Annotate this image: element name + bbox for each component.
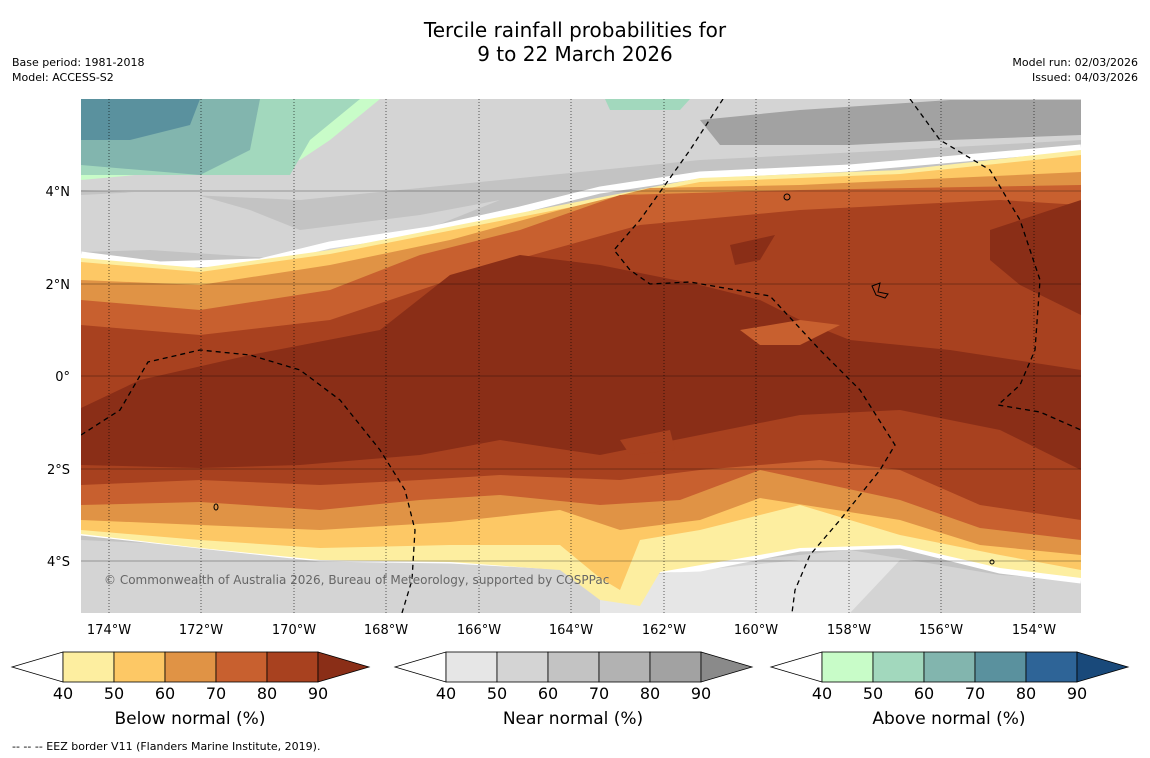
colorbar-1: 40 50 60 70 80 90 <box>393 651 754 703</box>
colorbar-tick: 90 <box>1067 684 1087 703</box>
colorbar-max-arrow <box>317 651 371 683</box>
above-normal-label: Above normal (%) <box>872 709 1026 729</box>
colorbar-min-arrow <box>10 651 64 683</box>
lat-grid <box>81 190 1081 562</box>
colorbar-tick: 80 <box>640 684 660 703</box>
colorbar-tick: 70 <box>206 684 226 703</box>
colorbar-segment <box>923 651 976 683</box>
colorbar-tick: 60 <box>914 684 934 703</box>
colorbar-tick: 40 <box>812 684 832 703</box>
colorbar-segment <box>266 651 319 683</box>
model-name: Model: ACCESS-S2 <box>12 71 114 84</box>
lat-label: 2°N <box>46 278 71 293</box>
above-normal-north-patch <box>605 99 690 110</box>
issued-date: Issued: 04/03/2026 <box>1031 71 1138 84</box>
meta-left: Base period: 1981-2018 Model: ACCESS-S2 <box>12 55 144 85</box>
colorbar-segment <box>62 651 115 683</box>
colorbar-segment <box>547 651 600 683</box>
colorbar-max-arrow <box>1076 651 1130 683</box>
colorbar-tick: 80 <box>1016 684 1036 703</box>
colorbar-tick: 70 <box>589 684 609 703</box>
colorbar-tick: 60 <box>155 684 175 703</box>
title-line-2: 9 to 22 March 2026 <box>477 42 673 66</box>
colorbar-tick: 50 <box>104 684 124 703</box>
below-normal-label: Below normal (%) <box>114 709 266 729</box>
lon-label: 160°W <box>734 623 778 638</box>
colorbar-min-arrow <box>393 651 447 683</box>
colorbar-segment <box>215 651 268 683</box>
colorbars: 40 50 60 70 80 90 40 50 60 70 80 90 40 50 60 70 80 90 <box>10 651 1130 703</box>
lat-axis: 4°N 2°N 0° 2°S 4°S <box>46 185 71 570</box>
colorbar-2: 40 50 60 70 80 90 <box>769 651 1130 703</box>
lon-label: 162°W <box>642 623 686 638</box>
lon-label: 172°W <box>179 623 223 638</box>
lon-axis: 174°W 172°W 170°W 168°W 166°W 164°W 162°… <box>87 623 1056 638</box>
colorbar-segment <box>649 651 702 683</box>
colorbar-segment <box>872 651 925 683</box>
copyright-text: © Commonwealth of Australia 2026, Bureau… <box>104 573 609 587</box>
above-normal-70 <box>81 99 200 140</box>
colorbar-min-arrow <box>769 651 823 683</box>
base-period: Base period: 1981-2018 <box>12 56 145 69</box>
colorbar-tick: 60 <box>538 684 558 703</box>
lat-label: 2°S <box>47 463 70 478</box>
colorbar-tick: 50 <box>863 684 883 703</box>
island <box>213 503 219 511</box>
colorbar-tick: 90 <box>691 684 711 703</box>
map-title: Tercile rainfall probabilities for 9 to … <box>0 18 1150 66</box>
colorbar-tick: 50 <box>487 684 507 703</box>
lat-label: 4°S <box>47 555 70 570</box>
below-normal-90-east <box>990 200 1081 315</box>
colorbar-tick: 70 <box>965 684 985 703</box>
lon-label: 156°W <box>919 623 963 638</box>
colorbar-segment <box>598 651 651 683</box>
island <box>783 193 791 201</box>
eez-footnote: -- -- -- EEZ border V11 (Flanders Marine… <box>12 740 321 753</box>
title-line-1: Tercile rainfall probabilities for <box>423 18 727 42</box>
below-normal-80-patch-south <box>620 430 675 455</box>
meta-right: Model run: 02/03/2026 Issued: 04/03/2026 <box>1012 55 1138 85</box>
eez-borders <box>81 99 1081 613</box>
colorbar-tick: 40 <box>436 684 456 703</box>
below-normal-90-patch <box>730 235 775 265</box>
lon-label: 174°W <box>87 623 131 638</box>
colorbar-0: 40 50 60 70 80 90 <box>10 651 371 703</box>
below-normal-90 <box>81 255 1081 470</box>
colorbar-segment <box>113 651 166 683</box>
near-normal-south-light <box>600 560 900 613</box>
near-normal-mid-north <box>81 190 500 260</box>
colorbar-segment <box>1025 651 1078 683</box>
colorbar-tick: 80 <box>257 684 277 703</box>
lon-label: 170°W <box>272 623 316 638</box>
colorbar-max-arrow <box>700 651 754 683</box>
model-run: Model run: 02/03/2026 <box>1012 56 1138 69</box>
lon-label: 158°W <box>827 623 871 638</box>
island <box>989 559 995 565</box>
near-normal-dark-north <box>700 100 1081 145</box>
colorbar-segment <box>164 651 217 683</box>
lon-label: 166°W <box>457 623 501 638</box>
probability-field <box>81 99 1081 613</box>
colorbar-tick: 40 <box>53 684 73 703</box>
lon-label: 154°W <box>1012 623 1056 638</box>
colorbar-segment <box>974 651 1027 683</box>
lon-label: 168°W <box>364 623 408 638</box>
colorbar-segment <box>496 651 549 683</box>
lon-label: 164°W <box>549 623 593 638</box>
lat-label: 0° <box>55 370 70 385</box>
lat-label: 4°N <box>46 185 71 200</box>
colorbar-segment <box>445 651 498 683</box>
below-normal-70-patch-east <box>740 320 840 345</box>
near-normal-label: Near normal (%) <box>502 709 644 729</box>
colorbar-tick: 90 <box>308 684 328 703</box>
island <box>871 282 889 299</box>
colorbar-segment <box>821 651 874 683</box>
contour-gap-north <box>81 144 1081 269</box>
